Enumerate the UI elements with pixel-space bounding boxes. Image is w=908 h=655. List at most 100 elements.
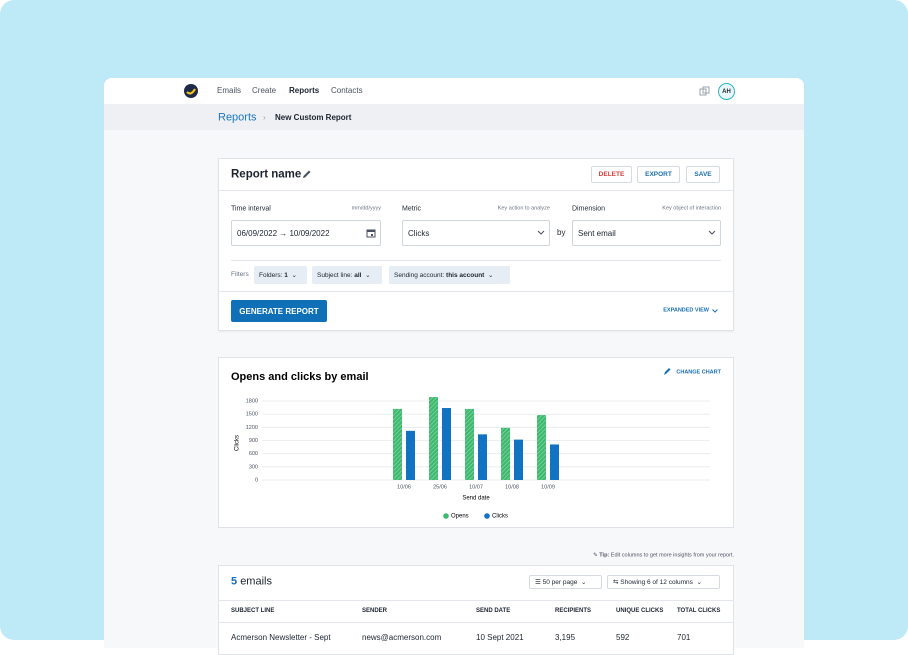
logo xyxy=(184,84,198,98)
table-cell: news@acmerson.com xyxy=(362,633,442,642)
chip-name: Subject line: xyxy=(317,271,353,279)
table-cell: 3,195 xyxy=(555,633,576,642)
legend-swatch xyxy=(443,513,449,519)
divider xyxy=(231,260,721,261)
breadcrumb-bar xyxy=(104,104,804,130)
by-label: by xyxy=(557,228,566,237)
calendar-icon[interactable] xyxy=(366,228,376,238)
tip: ✎ Tip: Edit columns to get more insights… xyxy=(593,552,734,559)
y-tick-label: 900 xyxy=(249,438,258,444)
edit-icon[interactable] xyxy=(301,169,312,180)
legend-swatch xyxy=(484,513,490,519)
filter-chip[interactable]: Folders: 1 ⌄ xyxy=(254,266,307,284)
bar xyxy=(429,397,438,480)
y-tick-label: 1500 xyxy=(246,412,258,418)
y-tick-label: 0 xyxy=(255,477,258,483)
legend-label: Opens xyxy=(451,514,469,520)
column-header: SEND DATE xyxy=(476,608,511,614)
metric-select[interactable]: Clicks xyxy=(402,220,550,246)
field-label: Time interval xyxy=(231,205,271,213)
columns-info: Showing 6 of 12 columns xyxy=(620,578,693,586)
filter-chip[interactable]: Sending account: this account ⌄ xyxy=(389,266,510,284)
y-tick-label: 600 xyxy=(249,451,258,457)
nav-item[interactable]: Reports xyxy=(289,86,320,95)
integrations-icon[interactable] xyxy=(698,86,710,98)
table-cell: 592 xyxy=(616,633,630,642)
chip-value: all xyxy=(354,271,362,279)
y-tick-label: 300 xyxy=(249,464,258,470)
bar xyxy=(406,430,415,480)
breadcrumb-link[interactable]: Reports xyxy=(218,111,257,124)
date-input[interactable]: 06/09/2022 → 10/09/2022 xyxy=(231,220,381,246)
chart-card xyxy=(218,357,734,528)
divider xyxy=(218,190,734,191)
y-axis-label: Clicks xyxy=(235,435,241,451)
delete-button[interactable]: DELETE xyxy=(591,166,632,183)
chevron xyxy=(712,309,718,313)
column-header: SENDER xyxy=(362,608,388,614)
generate-button[interactable]: GENERATE REPORT xyxy=(231,300,327,322)
breadcrumb-separator: › xyxy=(263,113,266,122)
chip-name: Folders: xyxy=(259,271,283,279)
field-hint: Key action to analyze xyxy=(497,205,550,212)
x-axis-label: Send date xyxy=(462,496,490,502)
chart-title: Opens and clicks by email xyxy=(231,371,369,383)
chip-name: Sending account: xyxy=(394,271,445,279)
y-tick-label: 1200 xyxy=(246,425,258,431)
x-tick-label: 10/09 xyxy=(541,484,555,490)
dimension-select[interactable]: Sent email xyxy=(572,220,721,246)
avatar[interactable]: AH xyxy=(718,83,735,100)
chip-value: 1 xyxy=(284,271,288,279)
y-tick-label: 1800 xyxy=(246,398,258,404)
field-hint: mm/dd/yyyy xyxy=(351,205,381,212)
per-page: 50 per page xyxy=(542,578,578,586)
column-header: SUBJECT LINE xyxy=(231,608,275,614)
columns-select[interactable]: ⇆ Showing 6 of 12 columns ⌄ xyxy=(607,575,720,589)
bar xyxy=(465,408,474,480)
table-cell: 10 Sept 2021 xyxy=(476,633,524,642)
chevron xyxy=(537,230,545,235)
export-button[interactable]: EXPORT xyxy=(637,166,680,183)
column-header: UNIQUE CLICKS xyxy=(616,608,664,614)
bar xyxy=(550,444,559,480)
count: 5 xyxy=(231,575,238,588)
x-tick-label: 10/06 xyxy=(397,484,411,490)
table-cell: Acmerson Newsletter - Sept xyxy=(231,633,331,642)
count-label: emails xyxy=(240,575,272,588)
tip-label: Tip: xyxy=(599,552,610,559)
field-hint: Key object of interaction xyxy=(662,205,721,212)
filter-chip[interactable]: Subject line: all ⌄ xyxy=(312,266,382,284)
nav-item[interactable]: Emails xyxy=(217,86,242,95)
x-tick-label: 10/08 xyxy=(505,484,519,490)
x-tick-label: 25/06 xyxy=(433,484,447,490)
column-header: RECIPIENTS xyxy=(555,608,592,614)
change-chart-link[interactable]: CHANGE CHART xyxy=(676,369,721,375)
table-cell: 701 xyxy=(677,633,691,642)
nav-item[interactable]: Contacts xyxy=(331,86,363,95)
bar xyxy=(478,434,487,480)
breadcrumb-current: New Custom Report xyxy=(275,113,352,122)
filters-label: Filters xyxy=(231,270,249,278)
x-tick-label: 10/07 xyxy=(469,484,483,490)
divider xyxy=(218,600,734,601)
bar xyxy=(393,408,402,480)
report-name[interactable]: Report name xyxy=(231,168,302,181)
chevron xyxy=(708,230,716,235)
field-label: Dimension xyxy=(572,205,606,213)
email-count: 5 emails xyxy=(231,575,272,588)
divider xyxy=(218,291,734,292)
chip-value: this account xyxy=(446,271,485,279)
per-page-select[interactable]: ☰ 50 per page ⌄ xyxy=(529,575,602,589)
nav-bar xyxy=(104,78,804,104)
nav-item[interactable]: Create xyxy=(252,86,277,95)
expanded-view-link[interactable]: EXPANDED VIEW xyxy=(663,307,709,314)
bar xyxy=(442,408,451,480)
bar xyxy=(537,415,546,480)
save-button[interactable]: SAVE xyxy=(686,166,720,183)
column-header: TOTAL CLICKS xyxy=(677,608,721,614)
field-label: Metric xyxy=(402,205,422,213)
chart: Opens and clicks by email CHANGE CHART C… xyxy=(231,368,722,520)
bar xyxy=(514,439,523,480)
divider xyxy=(218,622,734,623)
